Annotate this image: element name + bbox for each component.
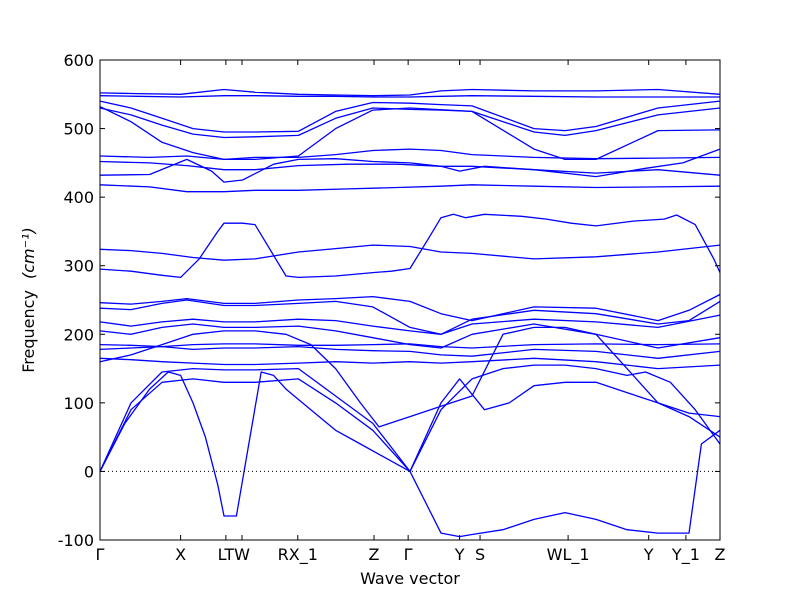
x-tick-label: Y bbox=[454, 545, 465, 564]
x-tick-label: Y bbox=[643, 545, 654, 564]
y-axis-label-text: Frequency bbox=[19, 290, 38, 373]
y-tick-label: 500 bbox=[63, 120, 94, 139]
x-axis-label: Wave vector bbox=[360, 569, 460, 588]
x-tick-label: Z bbox=[715, 545, 726, 564]
band-line-20 bbox=[99, 371, 411, 517]
band-line-15 bbox=[99, 323, 721, 349]
band-line-3 bbox=[99, 100, 721, 133]
x-tick-label: X bbox=[175, 545, 186, 564]
y-tick-label: 600 bbox=[63, 51, 94, 70]
band-line-16 bbox=[99, 343, 721, 349]
band-line-21 bbox=[99, 378, 411, 472]
band-line-1 bbox=[99, 88, 721, 97]
x-tick-label: RX_1 bbox=[278, 545, 318, 565]
band-line-4 bbox=[99, 107, 721, 139]
y-axis-label-unit: (cm⁻¹) bbox=[19, 227, 38, 279]
band-line-5 bbox=[99, 106, 721, 161]
x-tick-label: Γ bbox=[96, 545, 105, 564]
plot-frame bbox=[99, 59, 721, 541]
band-line-10 bbox=[99, 213, 721, 279]
band-line-11 bbox=[99, 244, 721, 261]
y-axis-label: Frequency (cm⁻¹) bbox=[19, 227, 38, 372]
y-tick-label: 0 bbox=[84, 462, 94, 481]
x-tick-label: LT bbox=[218, 545, 235, 564]
band-line-25 bbox=[409, 364, 721, 472]
y-tick-label: 400 bbox=[63, 188, 94, 207]
band-line-14 bbox=[99, 314, 721, 335]
band-line-18 bbox=[99, 357, 721, 370]
band-line-19 bbox=[99, 326, 721, 428]
y-tick-label: 300 bbox=[63, 257, 94, 276]
band-line-9 bbox=[99, 184, 721, 193]
y-tick-label: -100 bbox=[58, 531, 94, 550]
x-tick-label: S bbox=[475, 545, 485, 564]
band-line-7 bbox=[99, 148, 721, 183]
band-line-22 bbox=[99, 367, 411, 472]
x-tick-label: Γ bbox=[404, 545, 413, 564]
band-line-8 bbox=[99, 160, 721, 176]
band-line-6 bbox=[99, 148, 721, 161]
band-line-13 bbox=[99, 299, 721, 335]
x-tick-label: Y_1 bbox=[671, 545, 700, 565]
x-axis-ticks: Γ X LT W RX_1 Z Γ Y S WL_1 Y Y_1 Z bbox=[96, 60, 726, 565]
x-tick-label: Z bbox=[369, 545, 380, 564]
x-tick-label: WL_1 bbox=[547, 545, 590, 565]
x-tick-label: W bbox=[234, 545, 250, 564]
band-line-12 bbox=[99, 293, 721, 322]
band-lines bbox=[99, 88, 721, 538]
band-line-24 bbox=[409, 378, 721, 472]
y-axis-ticks: -100 0 100 200 300 400 500 600 bbox=[58, 51, 720, 550]
y-tick-label: 100 bbox=[63, 394, 94, 413]
y-tick-label: 200 bbox=[63, 325, 94, 344]
band-line-2 bbox=[99, 95, 720, 98]
band-line-17 bbox=[99, 345, 721, 359]
